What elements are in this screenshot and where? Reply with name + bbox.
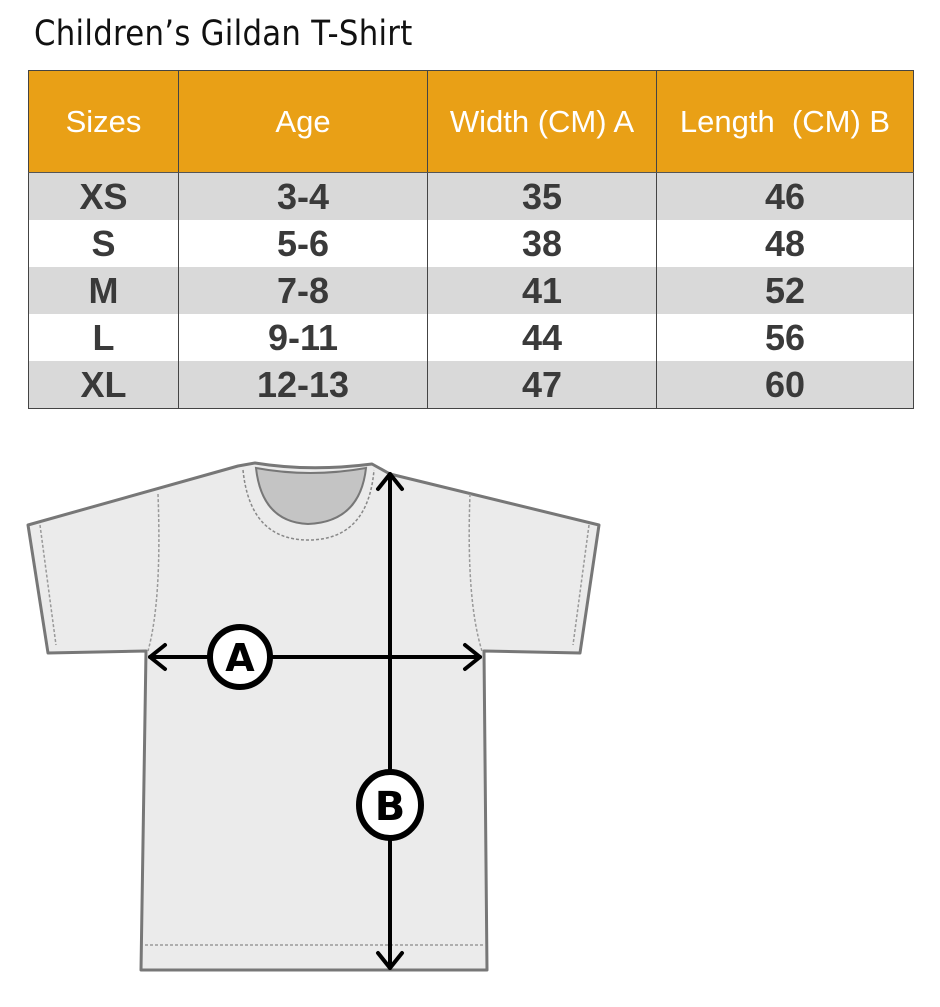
cell-age: 7-8 [178,267,428,314]
cell-age: 5-6 [178,220,428,267]
cell-size: L [28,314,179,361]
cell-width: 35 [427,172,657,220]
label-a-badge: A [207,624,273,690]
cell-size: XL [28,361,179,409]
tshirt-illustration [26,461,601,972]
cell-length: 60 [656,361,914,409]
cell-length: 46 [656,172,914,220]
header-width: Width (CM) A [427,70,657,173]
table-row: S 5-6 38 48 [28,220,914,267]
header-length: Length (CM) B [656,70,914,173]
cell-size: S [28,220,179,267]
table-row: XS 3-4 35 46 [28,172,914,220]
table-row: M 7-8 41 52 [28,267,914,314]
header-sizes: Sizes [28,70,179,173]
page-title: Children’s Gildan T-Shirt [34,14,413,54]
table-header-row: Sizes Age Width (CM) A Length (CM) B [28,70,914,173]
table-row: XL 12-13 47 60 [28,361,914,409]
cell-length: 48 [656,220,914,267]
label-b-badge: B [356,769,424,841]
cell-length: 52 [656,267,914,314]
width-arrow-a [148,643,482,671]
cell-width: 38 [427,220,657,267]
cell-age: 9-11 [178,314,428,361]
size-table: Sizes Age Width (CM) A Length (CM) B XS … [28,70,914,409]
table-row: L 9-11 44 56 [28,314,914,361]
header-age: Age [178,70,428,173]
cell-age: 3-4 [178,172,428,220]
label-a: A [225,636,255,680]
cell-size: M [28,267,179,314]
cell-width: 44 [427,314,657,361]
cell-width: 47 [427,361,657,409]
cell-length: 56 [656,314,914,361]
cell-size: XS [28,172,179,220]
length-arrow-b [376,472,404,970]
label-b: B [375,784,406,830]
cell-width: 41 [427,267,657,314]
cell-age: 12-13 [178,361,428,409]
